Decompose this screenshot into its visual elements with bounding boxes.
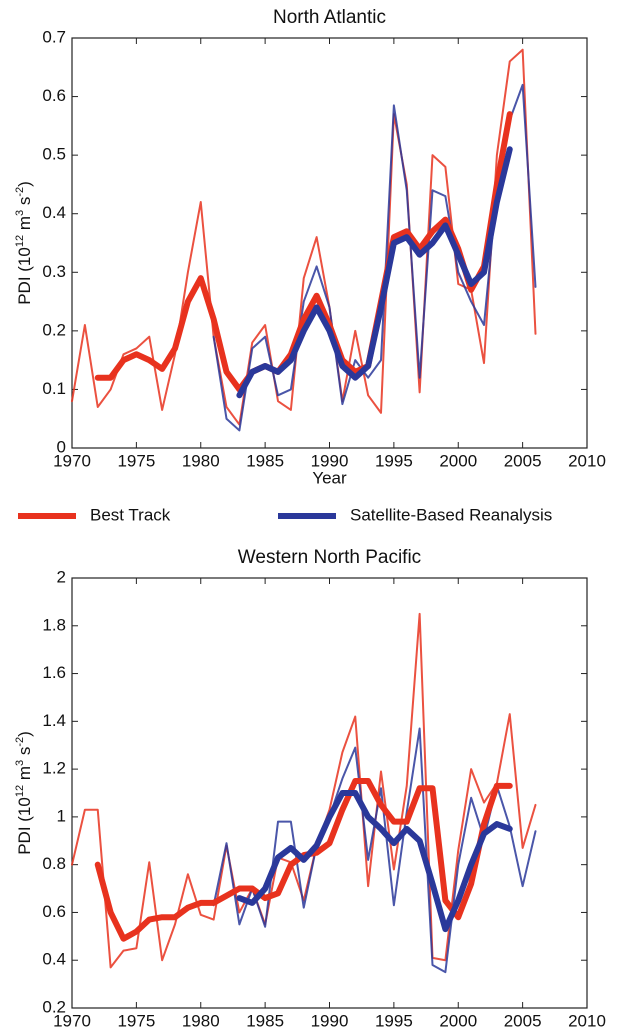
y-tick-label: 1: [57, 806, 66, 825]
y-axis-label: PDI (1012 m3 s-2): [14, 731, 35, 855]
x-tick-label: 2000: [439, 1011, 477, 1030]
y-axis-label: PDI (1012 m3 s-2): [14, 181, 35, 305]
y-axis-label-part: s: [15, 197, 34, 210]
x-tick-label: 1970: [53, 451, 91, 470]
y-tick-label: 0.5: [42, 145, 66, 164]
y-axis-label-part: -2: [14, 737, 26, 747]
y-tick-label: 0.4: [42, 203, 66, 222]
x-tick-label: 1985: [246, 451, 284, 470]
y-tick-label: 0.8: [42, 854, 66, 873]
y-axis-label-part: m: [15, 216, 34, 235]
x-tick-label: 2010: [568, 451, 606, 470]
x-tick-label: 1995: [375, 1011, 413, 1030]
smoothed-line: [236, 146, 513, 399]
smoothed-line: [94, 111, 513, 393]
y-tick-label: 0.3: [42, 262, 66, 281]
y-tick-label: 0.6: [42, 86, 66, 105]
x-tick-label: 1990: [311, 451, 349, 470]
x-axis-label: Year: [312, 1028, 347, 1032]
plot-frame: [71, 577, 588, 1009]
y-axis-label-part: 3: [14, 210, 26, 216]
y-tick-label: 0.1: [42, 379, 66, 398]
x-tick-label: 2010: [568, 1011, 606, 1030]
x-tick-label: 1975: [117, 451, 155, 470]
y-tick-label: 1.4: [42, 711, 66, 730]
y-axis-label-part: 12: [14, 785, 26, 797]
x-tick-label: 2005: [504, 1011, 542, 1030]
x-tick-label: 2005: [504, 451, 542, 470]
y-axis-label-part: s: [15, 747, 34, 760]
legend-label: Best Track: [90, 505, 171, 524]
plot-frame: [71, 37, 588, 449]
annual-line: [212, 727, 537, 974]
y-axis-label-part: ): [15, 181, 34, 187]
y-axis-label-part: -2: [14, 187, 26, 197]
x-tick-label: 1970: [53, 1011, 91, 1030]
y-axis-label-part: PDI (10: [15, 247, 34, 305]
y-axis-label-part: 3: [14, 760, 26, 766]
x-tick-label: 1995: [375, 451, 413, 470]
x-tick-label: 1985: [246, 1011, 284, 1030]
y-tick-label: 1.2: [42, 759, 66, 778]
annual-line: [212, 83, 537, 432]
y-tick-label: 0.6: [42, 902, 66, 921]
x-axis-label: Year: [312, 468, 347, 487]
y-tick-label: 0.4: [42, 950, 66, 969]
x-tick-label: 1975: [117, 1011, 155, 1030]
annual-line: [71, 612, 537, 969]
smoothed-line: [236, 790, 513, 933]
y-tick-label: 1.6: [42, 663, 66, 682]
y-tick-label: 0: [57, 437, 66, 456]
y-axis-label-part: ): [15, 731, 34, 737]
x-tick-label: 2000: [439, 451, 477, 470]
x-tick-label: 1980: [182, 1011, 220, 1030]
smoothed-line: [94, 778, 513, 942]
y-tick-label: 0.7: [42, 27, 66, 46]
y-tick-label: 1.8: [42, 615, 66, 634]
y-tick-label: 0.2: [42, 320, 66, 339]
x-tick-label: 1980: [182, 451, 220, 470]
x-tick-label: 1990: [311, 1011, 349, 1030]
y-axis-label-part: 12: [14, 235, 26, 247]
y-axis-label-part: m: [15, 766, 34, 785]
chart-title: Western North Pacific: [238, 547, 421, 568]
y-tick-label: 2: [57, 567, 66, 586]
y-tick-label: 0.2: [42, 997, 66, 1016]
legend-label: Satellite-Based Reanalysis: [350, 505, 552, 524]
annual-line: [71, 48, 537, 426]
y-axis-label-part: PDI (10: [15, 797, 34, 855]
chart-title: North Atlantic: [273, 7, 386, 28]
